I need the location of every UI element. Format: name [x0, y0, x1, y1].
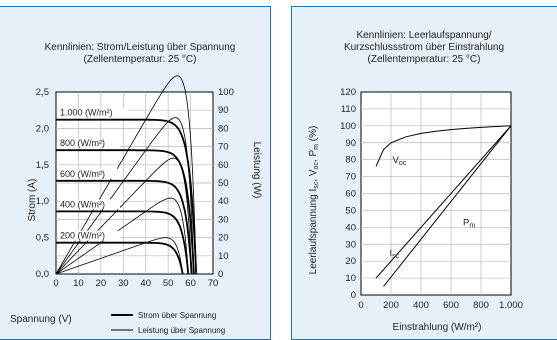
power-curve-4: [55, 237, 184, 275]
legend-label-power: Leistung über Spannung: [138, 326, 225, 335]
current-curve-3: [56, 210, 190, 275]
left-chart-xlabel: Spannung (V): [10, 314, 72, 325]
left-y-right-tick: 0: [218, 269, 223, 280]
right-y-tick: 50: [345, 205, 356, 216]
left-y-tick: 2,0: [36, 123, 49, 134]
legend-label-current: Strom über Spannung: [138, 311, 216, 320]
left-x-tick: 50: [163, 278, 174, 289]
right-y-tick: 0: [351, 290, 356, 301]
right-y-tick: 80: [345, 155, 356, 166]
series-voc: [375, 125, 512, 167]
left-x-tick: 0: [53, 278, 58, 289]
left-y-tick: 0,5: [36, 233, 49, 244]
annotation-voc: Voc: [393, 155, 407, 167]
right-x-tick: 0: [358, 300, 363, 311]
left-y-right-tick: 100: [218, 87, 234, 98]
left-y-tick: 1,5: [36, 160, 49, 171]
right-y-tick: 20: [345, 256, 356, 267]
left-chart-title-line-2: (Zellentemperatur: 25 °C): [84, 54, 197, 65]
right-y-tick: 40: [345, 222, 356, 233]
right-y-tick: 120: [340, 87, 356, 98]
irradiance-label-3: 400 (W/m²): [60, 199, 105, 209]
power-curve-2: [55, 157, 193, 275]
left-x-tick: 40: [140, 278, 151, 289]
right-chart-title-line-1: Kennlinien: Leerlaufspannung/: [356, 30, 491, 41]
irradiance-label-bg: [58, 168, 120, 179]
right-x-tick: 400: [413, 300, 429, 311]
right-chart-ylabel: Leerlaufspannung Isc, Voc, Pm (%): [308, 126, 320, 275]
annotation-isc: Isc: [390, 248, 400, 260]
right-y-tick: 70: [345, 172, 356, 183]
left-y-right-tick: 60: [218, 160, 229, 171]
left-chart-ylabel-right: Leistung (W): [251, 142, 262, 199]
irradiance-label-bg: [58, 138, 120, 149]
left-y-right-tick: 40: [218, 196, 229, 207]
right-x-tick: 200: [383, 300, 399, 311]
irradiance-label-bg: [58, 199, 120, 210]
left-y-right-tick: 50: [218, 178, 229, 189]
left-y-tick: 1,0: [36, 196, 49, 207]
current-curve-1: [56, 149, 195, 275]
left-x-tick: 60: [185, 278, 196, 289]
left-y-right-tick: 10: [218, 251, 229, 262]
irradiance-label-0: 1.000 (W/m²): [60, 108, 113, 118]
left-x-tick: 20: [96, 278, 107, 289]
right-x-tick: 1.000: [499, 300, 523, 311]
left-chart-ylabel: Strom (A): [27, 179, 38, 222]
left-y-right-tick: 20: [218, 233, 229, 244]
right-ylabel-part-1: Leerlaufspannung I: [308, 189, 319, 275]
irradiance-label-bg: [58, 230, 120, 241]
current-curve-2: [56, 179, 193, 275]
left-x-tick: 30: [118, 278, 129, 289]
right-y-tick: 100: [340, 121, 356, 132]
current-curve-0: [56, 118, 198, 275]
irradiance-label-1: 800 (W/m²): [60, 138, 105, 148]
left-y-tick: 0,0: [36, 269, 49, 280]
right-y-tick: 30: [345, 239, 356, 250]
right-y-tick: 110: [341, 104, 356, 115]
right-chart-title-line-2: Kurzschlussstrom über Einstrahlung: [344, 42, 504, 53]
left-y-right-tick: 90: [218, 105, 229, 116]
left-y-right-tick: 80: [218, 123, 229, 134]
right-y-tick: 10: [345, 273, 356, 284]
left-x-tick: 70: [208, 278, 219, 289]
series-isc: [383, 125, 512, 287]
right-chart-title-line-3: (Zellentemperatur: 25 °C): [368, 54, 481, 65]
current-curve-4: [56, 241, 184, 275]
right-y-tick: 90: [345, 138, 356, 149]
left-y-tick: 2,5: [36, 87, 49, 98]
irradiance-label-bg: [58, 107, 128, 118]
right-y-tick: 60: [345, 189, 356, 200]
irradiance-label-2: 600 (W/m²): [60, 169, 105, 179]
left-y-right-tick: 70: [218, 142, 229, 153]
left-chart-title-line-1: Kennlinien: Strom/Leistung über Spannung: [45, 42, 236, 53]
annotation-pm: Pm: [463, 218, 475, 230]
right-x-tick: 800: [473, 300, 489, 311]
left-y-right-tick: 30: [218, 214, 229, 225]
right-chart-xlabel: Einstrahlung (W/m²): [393, 322, 482, 333]
right-x-tick: 600: [443, 300, 459, 311]
left-x-tick: 10: [73, 278, 84, 289]
irradiance-label-4: 200 (W/m²): [60, 231, 105, 241]
power-curve-3: [55, 197, 189, 275]
series-pm: [375, 125, 512, 279]
